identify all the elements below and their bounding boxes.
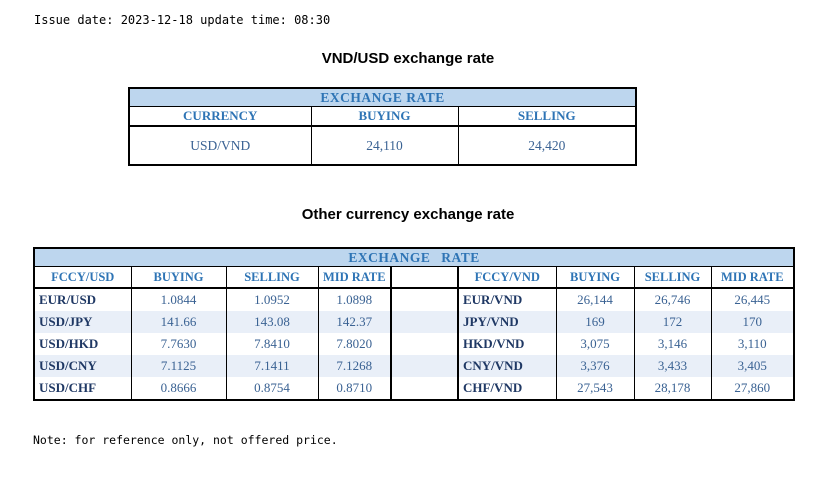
gap-cell (390, 288, 459, 311)
table-row: EUR/USD 1.0844 1.0952 1.0898 EUR/VND 26,… (34, 288, 795, 311)
mid-rate-cell: 170 (710, 311, 795, 333)
currency-pair-cell: USD/CNY (34, 355, 131, 377)
selling-cell: 7.1411 (225, 355, 318, 377)
gap-cell (390, 355, 459, 377)
usd-vnd-rate-table: EXCHANGE RATE CURRENCY BUYING SELLING US… (128, 87, 638, 166)
buying-cell: 141.66 (130, 311, 226, 333)
usd-table-title: VND/USD exchange rate (321, 50, 495, 67)
selling-cell: 3,146 (633, 333, 711, 355)
exchange-rate-band-label: EXCHANGE RATE (34, 248, 795, 267)
currency-pair-cell: EUR/USD (39, 292, 97, 307)
mid-rate-cell: 3,405 (710, 355, 795, 377)
table-row: USD/HKD 7.7630 7.8410 7.8020 HKD/VND 3,0… (34, 333, 795, 355)
buying-cell: 26,144 (555, 288, 634, 311)
gap-cell (390, 377, 459, 400)
selling-cell: 172 (633, 311, 711, 333)
mid-rate-cell: 1.0898 (317, 288, 391, 311)
selling-cell: 26,746 (633, 288, 711, 311)
other-currency-rate-table: EXCHANGE RATE FCCY/USD BUYING SELLING MI… (33, 247, 796, 401)
currency-pair-cell: USD/CHF (39, 380, 97, 395)
buying-cell: 7.1125 (130, 355, 226, 377)
currency-pair-cell: USD/JPY (34, 311, 131, 333)
table-row: USD/CNY 7.1125 7.1411 7.1268 CNY/VND 3,3… (34, 355, 795, 377)
selling-cell: 0.8754 (225, 377, 318, 400)
column-header-selling: SELLING (225, 266, 318, 289)
table-row: USD/VND 24,110 24,420 (128, 126, 637, 165)
gap-cell (390, 333, 459, 355)
gap-cell (390, 266, 459, 289)
column-header-mid-rate: MID RATE (317, 266, 391, 289)
selling-cell: 7.8410 (225, 333, 318, 355)
selling-cell: 3,433 (633, 355, 711, 377)
currency-pair-cell: USD/VND (128, 126, 312, 165)
column-header-fccy-vnd: FCCY/VND (457, 266, 556, 289)
table-band-header-row: EXCHANGE RATE (34, 248, 795, 267)
column-header-selling: SELLING (457, 106, 637, 127)
selling-cell: 24,420 (457, 126, 637, 165)
column-header-currency: CURRENCY (128, 106, 312, 127)
column-header-mid-rate: MID RATE (710, 266, 795, 289)
table-column-header-row: CURRENCY BUYING SELLING (128, 106, 637, 127)
exchange-rate-band-label: EXCHANGE RATE (128, 87, 637, 107)
buying-cell: 27,543 (555, 377, 634, 400)
table-column-header-row: FCCY/USD BUYING SELLING MID RATE FCCY/VN… (34, 266, 795, 289)
currency-pair-cell: CHF/VND (457, 377, 556, 400)
mid-rate-cell: 7.1268 (317, 355, 391, 377)
other-table-title: Other currency exchange rate (301, 206, 515, 223)
column-header-buying: BUYING (310, 106, 459, 127)
mid-rate-cell: 7.8020 (317, 333, 391, 355)
currency-pair-cell: EUR/VND (457, 288, 556, 311)
mid-rate-cell: 3,110 (710, 333, 795, 355)
mid-rate-cell: 0.8710 (317, 377, 391, 400)
table-row: USD/CHF 0.8666 0.8754 0.8710 CHF/VND 27,… (34, 377, 795, 400)
column-header-buying: BUYING (130, 266, 226, 289)
buying-cell: 7.7630 (130, 333, 226, 355)
buying-cell: 1.0844 (130, 288, 226, 311)
currency-pair-cell: USD/HKD (39, 336, 99, 351)
note-line: Note: for reference only, not offered pr… (33, 433, 338, 447)
mid-rate-cell: 142.37 (317, 311, 391, 333)
column-header-fccy-usd: FCCY/USD (34, 266, 131, 289)
mid-rate-cell: 26,445 (710, 288, 795, 311)
buying-cell: 3,376 (555, 355, 634, 377)
mid-rate-cell: 27,860 (710, 377, 795, 400)
selling-cell: 143.08 (225, 311, 318, 333)
currency-pair-cell: CNY/VND (457, 355, 556, 377)
buying-cell: 169 (555, 311, 634, 333)
selling-cell: 28,178 (633, 377, 711, 400)
issue-date-line: Issue date: 2023-12-18 update time: 08:3… (34, 13, 331, 27)
table-row: USD/JPY 141.66 143.08 142.37 JPY/VND 169… (34, 311, 795, 333)
column-header-buying: BUYING (555, 266, 634, 289)
currency-pair-cell: JPY/VND (457, 311, 556, 333)
table-band-header-row: EXCHANGE RATE (128, 87, 637, 107)
column-header-selling: SELLING (633, 266, 711, 289)
currency-pair-cell: HKD/VND (457, 333, 556, 355)
selling-cell: 1.0952 (225, 288, 318, 311)
buying-cell: 3,075 (555, 333, 634, 355)
gap-cell (390, 311, 459, 333)
buying-cell: 24,110 (310, 126, 459, 165)
buying-cell: 0.8666 (130, 377, 226, 400)
